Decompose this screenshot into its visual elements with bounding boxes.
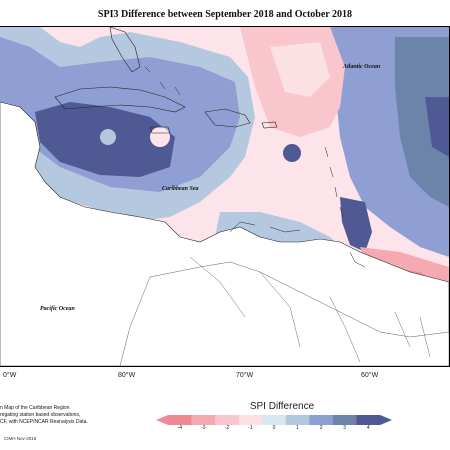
legend-tick-label: 4 [366,425,370,431]
lon-tick-2: 70°W [236,372,254,379]
spi-map-canvas [0,27,449,366]
coast-south-detail [229,221,366,268]
blue-east-dark [395,37,449,207]
legend-colorbar-svg [156,415,392,425]
land-hispaniola [204,108,251,128]
legend-tick-label: 3 [343,425,347,431]
legend-swatch-1 [191,415,216,425]
land-antilles [324,146,344,218]
legend-tick-label: 0 [272,425,276,431]
legend-swatch-2 [215,415,240,425]
lon-tick-0: 0°W [3,372,17,379]
legend-swatch-7 [332,415,357,425]
legend-swatch-4 [262,415,287,425]
pacific-ocean-label: Pacific Ocean [40,306,75,312]
land-south-america-fill [119,261,449,366]
legend-tick-label: 1 [296,425,299,431]
land-bahamas [144,66,181,96]
legend-cap-left [156,415,168,425]
note-line-2: regating station based observations, [0,412,81,418]
spi-map [0,26,450,367]
legend-swatch-5 [285,415,310,425]
legend-tick-label: -1 [248,425,253,431]
blue-spot-1 [283,144,301,162]
legend-swatch-0 [168,415,193,425]
land-central-america [0,101,449,366]
legend-cap-right [380,415,392,425]
legend-tick-label: 2 [319,425,323,431]
note-line-1: n Map of the Caribbean Region [0,405,70,411]
note-line-3: CF, with NCEP/NCAR Reanalysis Data. [0,419,88,425]
legend-title: SPI Difference [249,401,315,412]
legend-swatch-8 [356,415,381,425]
legend-tick-label: -4 [177,425,182,431]
land-cuba [54,86,186,113]
lon-tick-3: 60°W [361,372,379,379]
land-florida [109,27,141,73]
land-puerto-rico [261,121,278,129]
legend-colorbar [156,415,392,425]
legend-swatch-6 [309,415,334,425]
legend-tick-label: -3 [201,425,206,431]
blue-spot-3 [100,129,116,145]
land-jamaica [149,126,171,134]
atlantic-ocean-label: Atlantic Ocean [343,64,381,70]
blue-spot-2 [150,127,170,147]
country-borders [189,256,431,363]
lon-tick-1: 80°W [118,372,136,379]
credit-text: CIMH Nov-2018 [4,436,37,441]
map-title: SPI3 Difference between September 2018 a… [97,9,353,20]
legend-swatch-3 [238,415,263,425]
legend-tick-label: -2 [224,425,230,431]
blue-east-core [425,97,449,157]
blue-windward [340,197,372,252]
caribbean-sea-label: Caribbean Sea [162,186,199,192]
pink-darker-center [270,42,330,97]
